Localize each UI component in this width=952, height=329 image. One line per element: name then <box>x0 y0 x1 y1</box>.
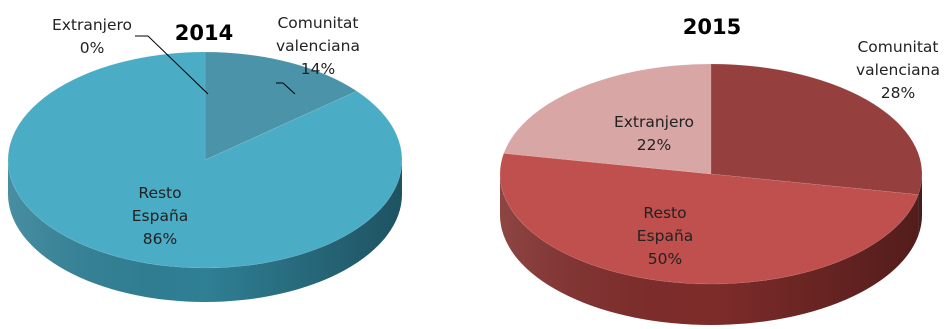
data-label-resto-espana: Resto España 50% <box>637 204 694 268</box>
leader-line-comunitat-valenciana <box>276 82 296 95</box>
pie-slice-extranjero <box>503 63 712 175</box>
pie-slice-resto-espana <box>499 153 919 285</box>
chart-title: 2014 <box>175 21 233 45</box>
pie-slice-comunitat-valenciana <box>204 51 358 161</box>
pie-chart-2015: 2015 Comunitat valenciana 28% Resto España 50%… <box>499 15 940 326</box>
chart-title: 2015 <box>683 15 741 39</box>
pie-side-shading <box>8 160 402 302</box>
data-label-resto-espana: Resto España 86% <box>132 184 189 248</box>
data-label-extranjero: Extranjero 22% <box>614 113 694 154</box>
pie-side-shading <box>500 174 922 325</box>
leader-line-extranjero <box>135 35 209 95</box>
pie-chart-2014: 2014 Comunitat valenciana 14% Resto España 86%… <box>7 14 403 302</box>
data-label-comunitat-valenciana: Comunitat valenciana 28% <box>856 38 940 102</box>
data-label-comunitat-valenciana: Comunitat valenciana 14% <box>276 14 360 78</box>
pie-slice-comunitat-valenciana <box>710 63 923 195</box>
pie-slice-resto-espana <box>7 51 403 269</box>
data-label-extranjero: Extranjero 0% <box>52 16 132 57</box>
